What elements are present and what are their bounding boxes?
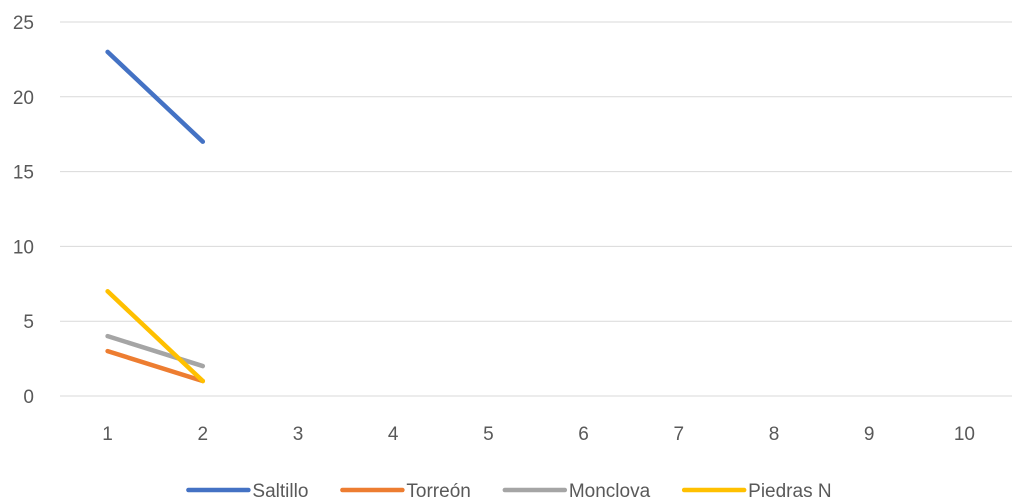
y-tick-label: 25 (13, 13, 34, 34)
x-tick-label: 5 (483, 424, 494, 445)
x-tick-label: 2 (198, 424, 209, 445)
x-tick-label: 10 (954, 424, 975, 445)
y-axis-tick-labels: 0 5 10 15 20 25 (13, 13, 34, 408)
series-lines (105, 49, 206, 384)
gridlines (60, 21, 1012, 397)
y-tick-label: 15 (13, 163, 34, 184)
series-line-torre-n (105, 348, 206, 384)
x-tick-label: 1 (102, 424, 113, 445)
series-line-monclova (105, 333, 206, 369)
x-tick-label: 6 (578, 424, 589, 445)
x-tick-label: 4 (388, 424, 399, 445)
x-tick-label: 3 (293, 424, 304, 445)
y-tick-label: 0 (23, 387, 34, 408)
series-line-piedras-n (105, 289, 206, 384)
legend-label: Saltillo (252, 481, 308, 502)
legend-label: Monclova (569, 481, 651, 502)
legend-label: Piedras N (748, 481, 831, 502)
series-line-saltillo (105, 49, 206, 144)
legend-label: Torreón (406, 481, 470, 502)
x-axis-tick-labels: 1 2 3 4 5 6 7 8 9 10 (102, 424, 975, 445)
y-tick-label: 10 (13, 237, 34, 258)
x-tick-label: 7 (674, 424, 685, 445)
y-tick-label: 20 (13, 88, 34, 109)
legend: Saltillo Torreón Monclova Piedras N (186, 481, 832, 502)
y-tick-label: 5 (23, 312, 34, 333)
x-tick-label: 8 (769, 424, 780, 445)
x-tick-label: 9 (864, 424, 875, 445)
